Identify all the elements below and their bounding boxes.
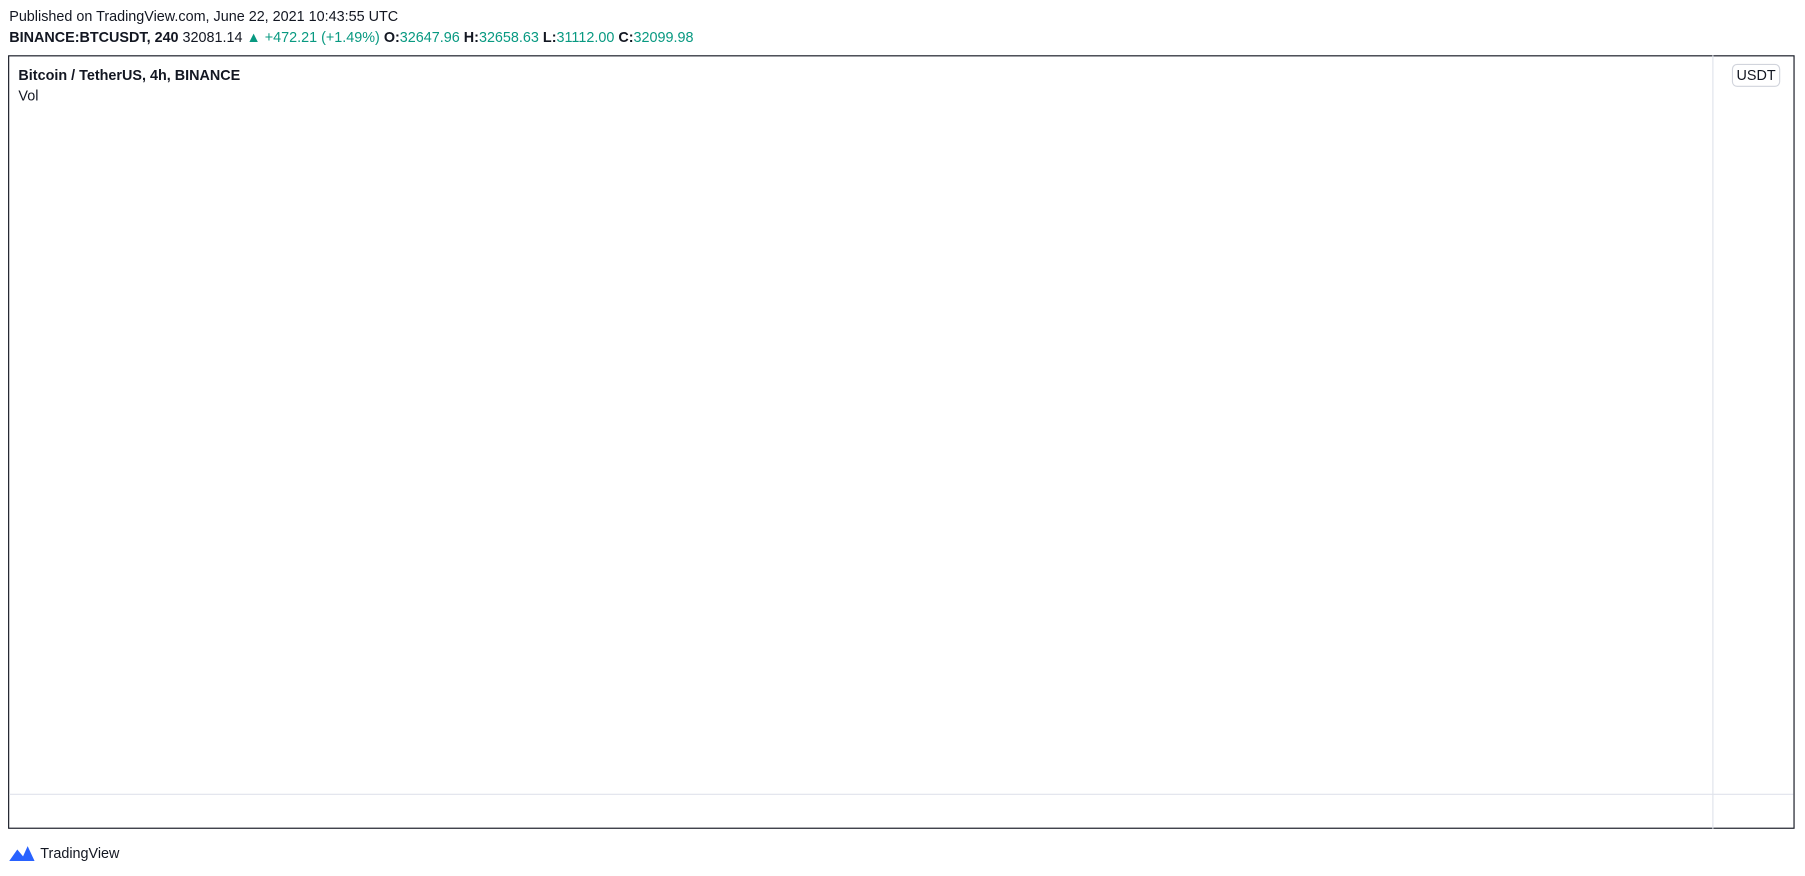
chart-legend: Bitcoin / TetherUS, 4h, BINANCE xyxy=(18,68,240,84)
close: 32099.98 xyxy=(633,30,693,46)
c-label: C: xyxy=(618,30,633,46)
currency-label: USDT xyxy=(1736,68,1775,84)
symbol: BINANCE:BTCUSDT, 240 xyxy=(9,30,178,46)
open: 32647.96 xyxy=(400,30,460,46)
l-label: L: xyxy=(543,30,557,46)
o-label: O: xyxy=(384,30,400,46)
high: 32658.63 xyxy=(479,30,539,46)
brand-logo xyxy=(9,846,35,862)
symbol-line: BINANCE:BTCUSDT, 240 32081.14 ▲ +472.21 … xyxy=(9,30,693,46)
published-line: Published on TradingView.com, June 22, 2… xyxy=(9,9,398,25)
h-label: H: xyxy=(464,30,479,46)
last: 32081.14 xyxy=(183,30,243,46)
low: 31112.00 xyxy=(556,30,614,46)
volume-legend: Vol xyxy=(18,88,38,104)
change: ▲ +472.21 (+1.49%) xyxy=(247,30,380,46)
currency-button[interactable] xyxy=(1731,63,1781,87)
chart-frame xyxy=(8,55,1795,829)
brand-name: TradingView xyxy=(40,846,120,862)
